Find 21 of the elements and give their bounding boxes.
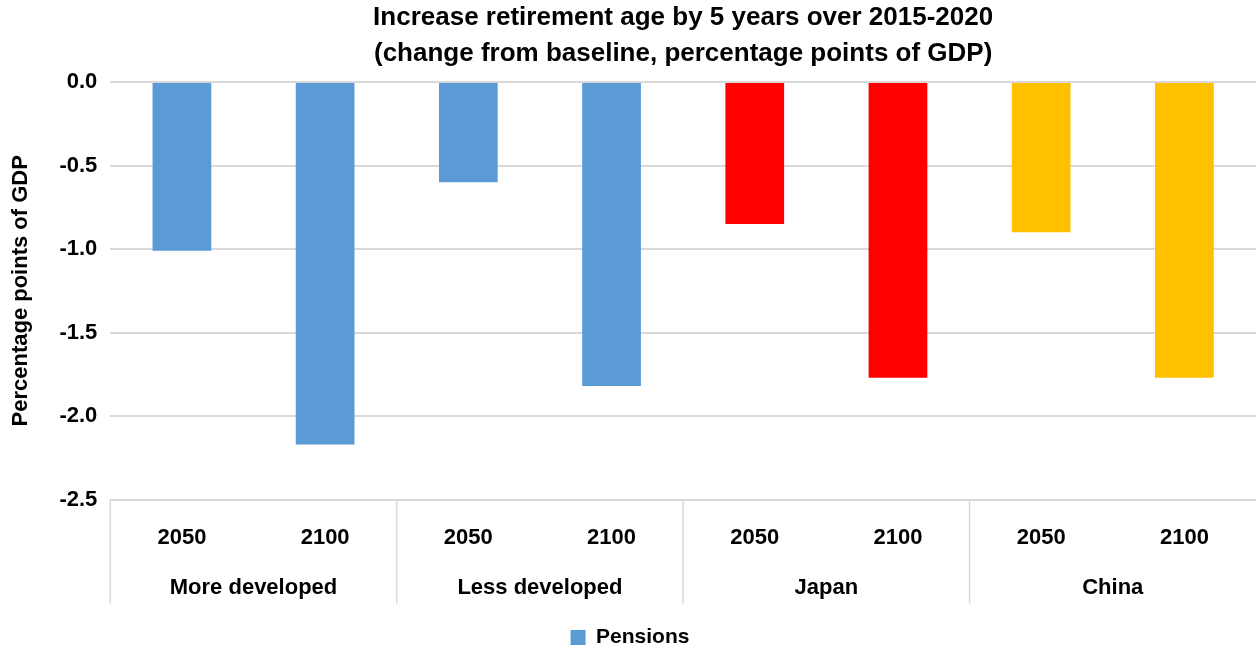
x-tick-label: 2100 xyxy=(1159,523,1209,549)
x-tick-label: 2100 xyxy=(873,523,923,549)
y-tick-label: -2.5 xyxy=(59,485,98,511)
y-tick-label: -1.0 xyxy=(59,235,98,261)
x-tick-label: 2050 xyxy=(1016,523,1066,549)
y-tick-label: 0.0 xyxy=(66,68,98,94)
x-tick-label: 2050 xyxy=(443,523,493,549)
chart-title: Increase retirement age by 5 years over 2015-2020 (change from baseline, percentage points of GDP) xyxy=(373,1,994,68)
text: Less developed xyxy=(457,573,623,599)
y-tick-label: -0.5 xyxy=(59,151,98,177)
x-tick-label: 2050 xyxy=(157,523,207,549)
text: China xyxy=(1082,573,1145,599)
y-tick-label: -2.0 xyxy=(59,402,98,428)
text: Japan xyxy=(794,573,859,599)
x-tick-label: 2100 xyxy=(587,523,637,549)
x-tick-label: 2050 xyxy=(730,523,780,549)
text: More developed xyxy=(169,573,338,599)
y-axis-title: Percentage points of GDP xyxy=(7,155,33,427)
x-tick-label: 2100 xyxy=(300,523,350,549)
legend-label: Pensions xyxy=(596,624,690,648)
y-tick-label: -1.5 xyxy=(59,318,98,344)
